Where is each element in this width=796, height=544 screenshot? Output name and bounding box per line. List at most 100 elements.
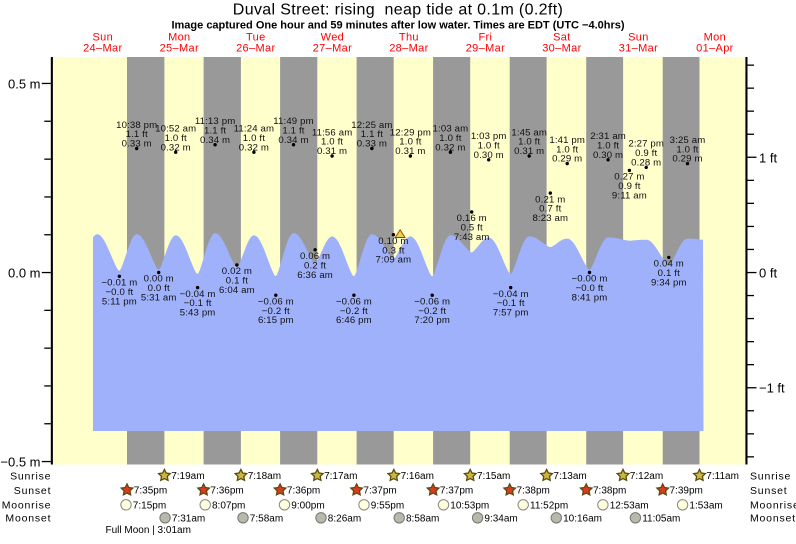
svg-text:0.32 m: 0.32 m xyxy=(161,142,191,153)
svg-text:0.16 m: 0.16 m xyxy=(457,213,487,224)
svg-text:1.0 ft: 1.0 ft xyxy=(556,144,578,155)
svg-text:Duval Street: rising neap tid: Duval Street: rising neap tide at 0.1m (… xyxy=(233,1,563,18)
svg-text:Sun: Sun xyxy=(92,32,113,44)
svg-text:Sunset: Sunset xyxy=(750,485,788,497)
svg-text:1:03 pm: 1:03 pm xyxy=(471,131,507,142)
svg-text:1:53am: 1:53am xyxy=(689,500,722,511)
svg-text:Moonset: Moonset xyxy=(5,513,51,525)
svg-text:11:52pm: 11:52pm xyxy=(530,500,568,511)
svg-text:7:37pm: 7:37pm xyxy=(440,486,473,497)
svg-text:0.1 ft: 0.1 ft xyxy=(658,268,680,279)
svg-text:2:31 am: 2:31 am xyxy=(590,131,626,142)
svg-text:7:11am: 7:11am xyxy=(706,471,739,482)
svg-text:−0.00 m: −0.00 m xyxy=(572,274,608,285)
svg-text:0.2 ft: 0.2 ft xyxy=(304,260,326,271)
svg-text:9:34am: 9:34am xyxy=(484,513,517,524)
svg-text:−0.0 ft: −0.0 ft xyxy=(576,283,604,294)
svg-text:−0.06 m: −0.06 m xyxy=(258,296,294,307)
svg-text:Sunrise: Sunrise xyxy=(750,470,791,482)
svg-text:7:36pm: 7:36pm xyxy=(210,486,243,497)
svg-text:0.27 m: 0.27 m xyxy=(614,172,644,183)
svg-text:0.5 m: 0.5 m xyxy=(8,77,41,92)
svg-text:0.06 m: 0.06 m xyxy=(300,251,330,262)
svg-text:7:38pm: 7:38pm xyxy=(517,486,550,497)
svg-text:−0.0 ft: −0.0 ft xyxy=(105,287,133,298)
svg-text:24–Mar: 24–Mar xyxy=(83,42,122,54)
svg-text:−1 ft: −1 ft xyxy=(759,381,785,396)
svg-text:1.0 ft: 1.0 ft xyxy=(243,133,265,144)
svg-text:29–Mar: 29–Mar xyxy=(466,42,505,54)
svg-text:−0.06 m: −0.06 m xyxy=(414,296,450,307)
svg-text:Moonset: Moonset xyxy=(750,513,796,525)
svg-text:8:41 pm: 8:41 pm xyxy=(572,293,608,304)
svg-text:1.0 ft: 1.0 ft xyxy=(399,137,421,148)
svg-text:0.10 m: 0.10 m xyxy=(378,236,408,247)
svg-text:0.1 ft: 0.1 ft xyxy=(226,276,248,287)
svg-text:5:43 pm: 5:43 pm xyxy=(180,308,216,319)
svg-text:1.0 ft: 1.0 ft xyxy=(518,137,540,148)
svg-text:1.1 ft: 1.1 ft xyxy=(282,125,304,136)
svg-text:7:31am: 7:31am xyxy=(172,513,205,524)
svg-text:12:29 pm: 12:29 pm xyxy=(390,127,431,138)
svg-text:0.0 ft: 0.0 ft xyxy=(148,283,170,294)
svg-text:8:23 am: 8:23 am xyxy=(532,213,568,224)
svg-text:0.00 m: 0.00 m xyxy=(144,274,174,285)
svg-text:28–Mar: 28–Mar xyxy=(389,42,428,54)
svg-text:3:25 am: 3:25 am xyxy=(670,135,706,146)
svg-text:7:38pm: 7:38pm xyxy=(593,486,626,497)
svg-text:0.31 m: 0.31 m xyxy=(395,146,425,157)
svg-text:Tue: Tue xyxy=(246,32,266,44)
svg-text:Mon: Mon xyxy=(704,32,726,44)
svg-text:1:45 am: 1:45 am xyxy=(511,127,547,138)
svg-text:1.1 ft: 1.1 ft xyxy=(361,129,383,140)
svg-text:7:17am: 7:17am xyxy=(324,471,357,482)
svg-text:0.5 ft: 0.5 ft xyxy=(461,223,483,234)
svg-text:−0.2 ft: −0.2 ft xyxy=(340,306,368,317)
svg-text:0.29 m: 0.29 m xyxy=(672,154,702,165)
svg-text:1.0 ft: 1.0 ft xyxy=(676,144,698,155)
svg-text:0.34 m: 0.34 m xyxy=(278,135,308,146)
svg-text:7:57 pm: 7:57 pm xyxy=(493,308,529,319)
svg-text:0.31 m: 0.31 m xyxy=(514,146,544,157)
svg-text:9:00pm: 9:00pm xyxy=(291,500,324,511)
svg-text:0.04 m: 0.04 m xyxy=(654,259,684,270)
svg-text:9:34 pm: 9:34 pm xyxy=(651,277,687,288)
svg-text:11:05am: 11:05am xyxy=(642,513,680,524)
svg-text:7:43 am: 7:43 am xyxy=(454,232,490,243)
svg-text:1.0 ft: 1.0 ft xyxy=(439,133,461,144)
svg-text:7:37pm: 7:37pm xyxy=(363,486,396,497)
svg-text:10:53pm: 10:53pm xyxy=(450,500,489,511)
svg-text:1.1 ft: 1.1 ft xyxy=(126,129,148,140)
svg-text:Mon: Mon xyxy=(168,32,190,44)
svg-text:0.0 m: 0.0 m xyxy=(8,266,41,281)
svg-text:2:27 pm: 2:27 pm xyxy=(628,139,664,150)
svg-text:7:13am: 7:13am xyxy=(553,471,586,482)
svg-text:−0.2 ft: −0.2 ft xyxy=(418,306,446,317)
svg-text:Thu: Thu xyxy=(399,32,419,44)
svg-text:7:16am: 7:16am xyxy=(401,471,434,482)
svg-text:1.0 ft: 1.0 ft xyxy=(165,133,187,144)
svg-text:1:41 pm: 1:41 pm xyxy=(549,135,585,146)
svg-text:8:58am: 8:58am xyxy=(406,513,439,524)
svg-text:12:25 am: 12:25 am xyxy=(351,120,392,131)
svg-text:1.1 ft: 1.1 ft xyxy=(204,125,226,136)
svg-text:11:49 pm: 11:49 pm xyxy=(273,116,314,127)
svg-text:0.9 ft: 0.9 ft xyxy=(618,181,640,192)
svg-text:Fri: Fri xyxy=(478,32,492,44)
svg-text:1.0 ft: 1.0 ft xyxy=(321,137,343,148)
svg-text:−0.01 m: −0.01 m xyxy=(101,278,137,289)
svg-text:27–Mar: 27–Mar xyxy=(313,42,352,54)
svg-text:0.30 m: 0.30 m xyxy=(474,150,504,161)
svg-text:5:31 am: 5:31 am xyxy=(141,293,177,304)
svg-text:30–Mar: 30–Mar xyxy=(542,42,581,54)
svg-text:10:52 am: 10:52 am xyxy=(155,124,196,135)
svg-text:25–Mar: 25–Mar xyxy=(160,42,199,54)
svg-text:5:11 pm: 5:11 pm xyxy=(102,296,137,307)
svg-text:0.33 m: 0.33 m xyxy=(122,139,152,150)
svg-text:−0.5 m: −0.5 m xyxy=(0,455,40,470)
svg-text:9:11 am: 9:11 am xyxy=(612,190,647,201)
svg-text:0.31 m: 0.31 m xyxy=(317,146,347,157)
svg-text:−0.1 ft: −0.1 ft xyxy=(497,298,525,309)
svg-text:0.28 m: 0.28 m xyxy=(631,158,661,169)
svg-text:−0.1 ft: −0.1 ft xyxy=(184,298,212,309)
